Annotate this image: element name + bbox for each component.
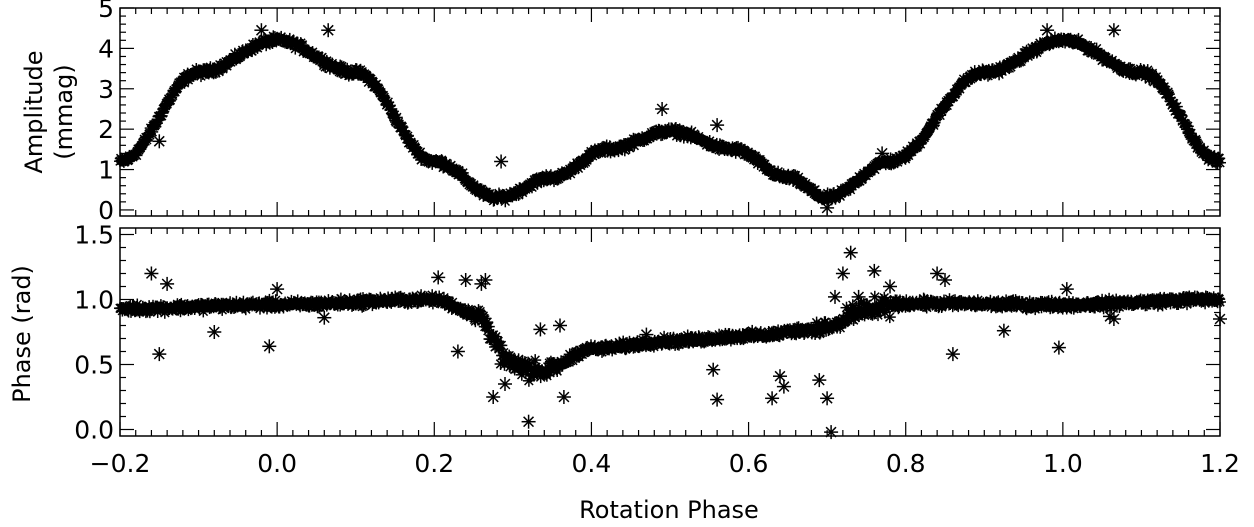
outlier-point <box>553 318 567 333</box>
x-tick-label: 0.2 <box>414 449 454 478</box>
outlier-point <box>556 390 571 404</box>
data-point <box>1214 156 1226 169</box>
outlier-point <box>938 273 952 287</box>
outlier-point <box>710 392 725 407</box>
outlier-point <box>639 327 654 342</box>
outlier-point <box>254 23 269 38</box>
outlier-point <box>160 276 175 291</box>
outlier-point <box>776 379 791 394</box>
y-tick-label: 0.5 <box>74 351 114 380</box>
outlier-point <box>1051 340 1066 355</box>
outlier-point <box>996 323 1011 338</box>
outlier-point <box>820 391 835 406</box>
outlier-point <box>431 270 446 285</box>
y-tick-label: 1 <box>98 156 114 185</box>
amplitude-panel: 0 1 2 3 4 5 <box>98 0 1226 225</box>
outlier-point <box>1106 312 1121 326</box>
outlier-point <box>521 414 536 429</box>
outlier-point <box>843 245 858 260</box>
outlier-point <box>930 266 945 281</box>
data-points <box>114 245 1227 440</box>
x-tick-label: 0.0 <box>257 449 297 478</box>
outlier-point <box>1106 23 1121 38</box>
outlier-point <box>1103 309 1117 324</box>
outlier-point <box>458 273 473 287</box>
data-point <box>883 311 896 324</box>
outlier-point <box>1059 282 1074 297</box>
outlier-point <box>1040 23 1055 38</box>
data-point <box>1214 296 1226 308</box>
outlier-point <box>494 154 509 169</box>
x-tick-label: 0.6 <box>729 449 769 478</box>
outlier-point <box>655 102 670 116</box>
outlier-point <box>945 347 960 362</box>
x-tick-label: 1.2 <box>1200 449 1240 478</box>
amplitude-axis-unit-label: (mmag) <box>50 64 78 159</box>
x-tick-label: 0.8 <box>886 449 926 478</box>
outlier-point <box>773 369 787 384</box>
y-tick-label: 0.0 <box>74 416 114 445</box>
outlier-point <box>478 273 493 287</box>
phase-axis-label: Phase (rad) <box>8 265 36 403</box>
outlier-point <box>152 134 167 149</box>
y-tick-label: 5 <box>98 0 114 23</box>
y-tick-label: 0 <box>98 196 114 225</box>
y-tick-label: 3 <box>98 75 114 104</box>
outlier-point <box>765 391 780 406</box>
x-tick-label: −0.2 <box>90 449 151 478</box>
outlier-point <box>812 373 827 388</box>
outlier-point <box>270 282 285 297</box>
phase-panel: 0.0 0.5 1.0 1.5 −0.2 0.0 0.2 0.4 0.6 0.8 1.0 1.2 <box>74 221 1240 479</box>
outlier-point <box>883 279 897 294</box>
x-tick-label: 1.0 <box>1043 449 1083 478</box>
y-tick-label: 2 <box>98 115 114 144</box>
outlier-point <box>486 390 501 404</box>
outlier-point <box>835 266 850 281</box>
rotation-phase-axis-label: Rotation Phase <box>579 496 759 524</box>
outlier-point <box>321 23 336 38</box>
outlier-point <box>828 289 842 304</box>
outlier-point <box>317 310 332 325</box>
y-tick-label: 1.0 <box>74 286 114 315</box>
data-points <box>114 23 1226 215</box>
y-tick-label: 4 <box>98 34 114 63</box>
outlier-point <box>207 325 222 339</box>
outlier-point <box>1213 312 1227 326</box>
outlier-point <box>262 339 277 354</box>
outlier-point <box>498 377 512 391</box>
outlier-point <box>824 425 839 440</box>
outlier-point <box>867 263 882 278</box>
amplitude-axis-label: Amplitude <box>20 51 48 174</box>
x-tick-label: 0.4 <box>572 449 612 478</box>
outlier-point <box>450 344 465 359</box>
outlier-point <box>144 266 159 281</box>
outlier-point <box>533 322 548 337</box>
outlier-point <box>851 289 866 304</box>
outlier-point <box>706 362 721 377</box>
y-tick-label: 1.5 <box>74 221 114 250</box>
outlier-point <box>152 347 167 362</box>
outlier-point <box>710 118 725 133</box>
